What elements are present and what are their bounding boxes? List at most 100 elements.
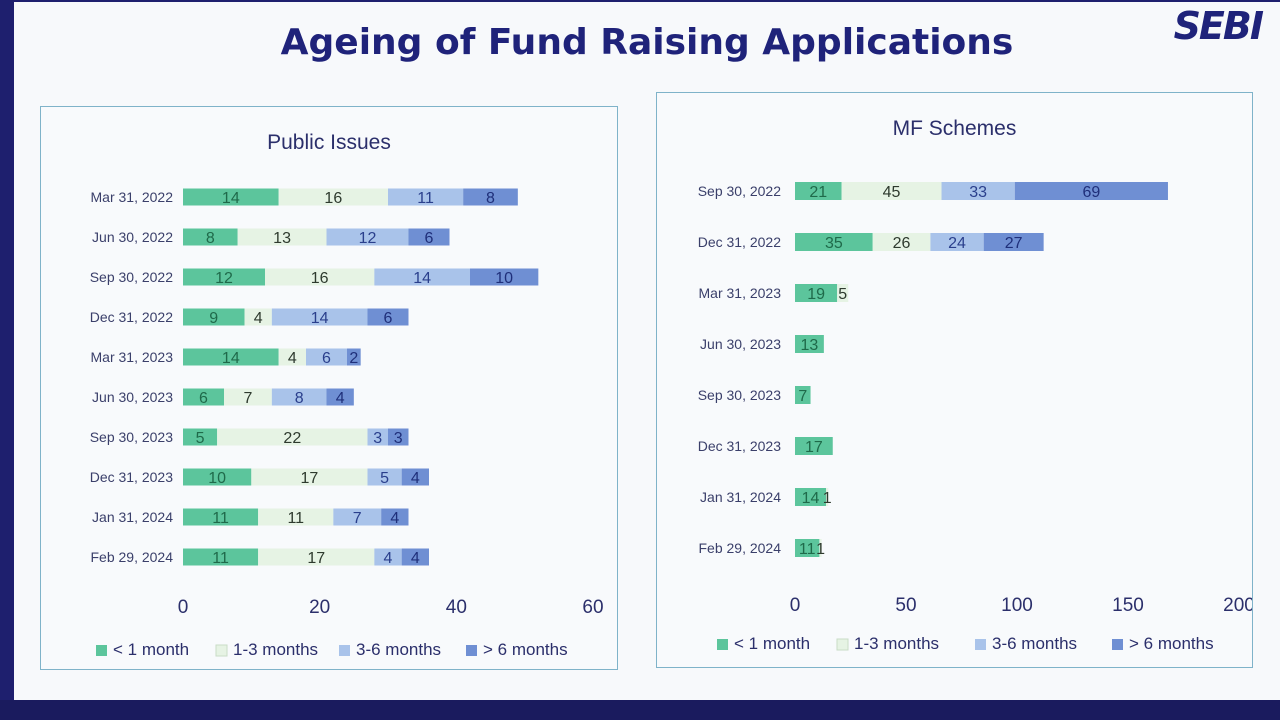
bar-segment-lt-1-month: [795, 539, 820, 557]
data-label: 2: [349, 350, 358, 367]
bar-segment-lt-1-month: [795, 182, 842, 200]
data-label: 9: [209, 310, 218, 327]
bar-segment-1-3-months: [258, 548, 375, 566]
bar-segment-3-6-months: [374, 548, 402, 566]
data-label: 14: [413, 270, 431, 287]
bar-segment-3-6-months: [367, 428, 388, 446]
bar-segment-lt-1-month: [795, 386, 811, 404]
legend-label-1-3-months: 1-3 months: [854, 634, 939, 653]
data-label: 3: [373, 430, 382, 447]
legend-label-1-3-months: 1-3 months: [233, 640, 318, 659]
bar-segment-lt-1-month: [183, 308, 245, 326]
bar-segment-1-3-months: [258, 508, 334, 526]
data-label: 4: [288, 350, 297, 367]
data-label: 8: [486, 190, 495, 207]
legend-label-gt-6-months: > 6 months: [1129, 634, 1214, 653]
data-label: 10: [208, 470, 226, 487]
slide: Ageing of Fund Raising Applications SEBI…: [14, 2, 1280, 700]
legend-swatch-1-3-months: [215, 644, 228, 657]
category-label: Sep 30, 2022: [90, 269, 174, 285]
x-tick-label: 0: [178, 597, 189, 618]
legend-swatch-lt-1-month: [717, 639, 728, 650]
category-label: Sep 30, 2023: [90, 429, 174, 445]
bar-segment-1-3-months: [841, 182, 942, 200]
data-label: 4: [390, 510, 399, 527]
category-label: Jan 31, 2024: [700, 489, 781, 505]
data-label: 7: [798, 388, 807, 405]
data-label: 7: [353, 510, 362, 527]
bar-segment-lt-1-month: [183, 548, 259, 566]
legend-swatch-3-6-months: [975, 639, 986, 650]
data-label: 16: [311, 270, 329, 287]
legend-label-lt-1-month: < 1 month: [113, 640, 189, 659]
category-label: Feb 29, 2024: [698, 540, 781, 556]
bar-segment-lt-1-month: [183, 388, 224, 406]
data-label: 17: [307, 550, 325, 567]
screen-bottom-edge: [0, 700, 1280, 720]
data-label: 21: [809, 184, 827, 201]
chart-title: MF Schemes: [893, 117, 1017, 140]
bar-segment-1-3-months: [265, 268, 375, 286]
data-label: 45: [883, 184, 901, 201]
data-label: 1: [823, 490, 832, 507]
bar-segment-3-6-months: [930, 233, 984, 251]
category-label: Mar 31, 2023: [699, 285, 782, 301]
bar-segment-lt-1-month: [795, 284, 838, 302]
category-label: Dec 31, 2022: [698, 234, 781, 250]
x-tick-label: 20: [309, 597, 330, 618]
bar-segment-lt-1-month: [183, 508, 259, 526]
legend-swatch-lt-1-month: [96, 645, 107, 656]
bar-segment-1-3-months: [837, 284, 849, 302]
legend-label-gt-6-months: > 6 months: [483, 640, 568, 659]
x-tick-label: 40: [446, 597, 467, 618]
chart-title: Public Issues: [267, 131, 391, 154]
data-label: 12: [359, 230, 377, 247]
bar-segment-1-3-months: [278, 348, 306, 366]
data-label: 26: [893, 235, 911, 252]
data-label: 1: [816, 541, 825, 558]
data-label: 4: [411, 470, 420, 487]
bar-segment-gt-6-months: [463, 188, 518, 206]
data-label: 8: [206, 230, 215, 247]
data-label: 14: [222, 350, 240, 367]
data-label: 11: [212, 510, 229, 527]
data-label: 13: [273, 230, 291, 247]
data-label: 24: [948, 235, 966, 252]
data-label: 11: [287, 510, 304, 527]
category-label: Dec 31, 2023: [90, 469, 173, 485]
category-label: Feb 29, 2024: [90, 549, 173, 565]
category-label: Mar 31, 2023: [91, 349, 174, 365]
bar-segment-gt-6-months: [401, 468, 429, 486]
bar-segment-1-3-months: [251, 468, 368, 486]
legend-swatch-gt-6-months: [466, 645, 477, 656]
bar-segment-lt-1-month: [183, 468, 252, 486]
x-tick-label: 50: [895, 595, 916, 616]
bar-segment-lt-1-month: [183, 348, 279, 366]
bar-segment-1-3-months: [244, 308, 272, 326]
bar-segment-3-6-months: [271, 308, 368, 326]
data-label: 7: [243, 390, 252, 407]
bar-segment-3-6-months: [388, 188, 464, 206]
bar-segment-gt-6-months: [326, 388, 354, 406]
data-label: 14: [222, 190, 240, 207]
data-label: 5: [838, 286, 847, 303]
bar-segment-lt-1-month: [183, 188, 279, 206]
data-label: 4: [411, 550, 420, 567]
legend-label-lt-1-month: < 1 month: [734, 634, 810, 653]
bar-segment-gt-6-months: [381, 508, 409, 526]
data-label: 12: [215, 270, 233, 287]
bar-segment-lt-1-month: [795, 437, 833, 455]
category-label: Dec 31, 2023: [698, 438, 781, 454]
bar-segment-lt-1-month: [795, 335, 824, 353]
bar-segment-1-3-months: [237, 228, 327, 246]
x-tick-label: 150: [1112, 595, 1144, 616]
mf-schemes-chart: MF Schemes Sep 30, 2022 21 45 33 69 Dec 31, 20…: [698, 117, 1255, 653]
bar-segment-3-6-months: [374, 268, 470, 286]
category-label: Sep 30, 2023: [698, 387, 782, 403]
bar-segment-1-3-months: [278, 188, 388, 206]
data-label: 17: [805, 439, 823, 456]
public-issues-chart: Public Issues Mar 31, 2022 14 16 11 8 Jun 30, …: [90, 131, 604, 659]
bar-segment-gt-6-months: [983, 233, 1044, 251]
bar-segment-3-6-months: [367, 468, 402, 486]
x-tick-label: 60: [582, 597, 603, 618]
